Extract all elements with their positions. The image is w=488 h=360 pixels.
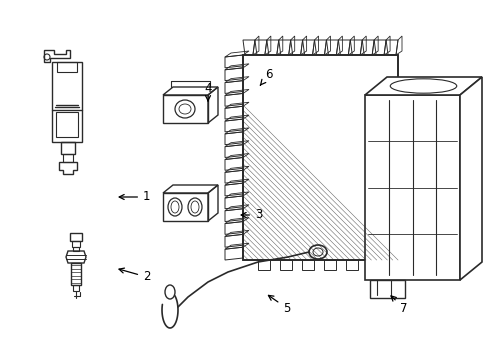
Bar (73, 285, 79, 291)
Ellipse shape (308, 245, 326, 259)
Text: 4: 4 (204, 81, 211, 101)
Polygon shape (369, 280, 404, 298)
Bar (73, 247, 79, 251)
Bar (61, 142, 75, 154)
Bar (70, 233, 82, 241)
Bar (364, 95, 459, 280)
Bar (63, 154, 73, 162)
Bar (72, 241, 80, 247)
Bar (243, 55, 397, 260)
Polygon shape (459, 77, 481, 280)
Bar (243, 55, 397, 260)
Text: 6: 6 (260, 68, 272, 85)
Text: 7: 7 (390, 296, 407, 315)
Text: 2: 2 (119, 268, 150, 284)
Text: 3: 3 (241, 208, 262, 221)
Polygon shape (364, 77, 481, 95)
Text: 1: 1 (119, 190, 150, 203)
Text: 5: 5 (268, 295, 290, 315)
Bar (71, 263, 81, 285)
Ellipse shape (164, 285, 175, 299)
